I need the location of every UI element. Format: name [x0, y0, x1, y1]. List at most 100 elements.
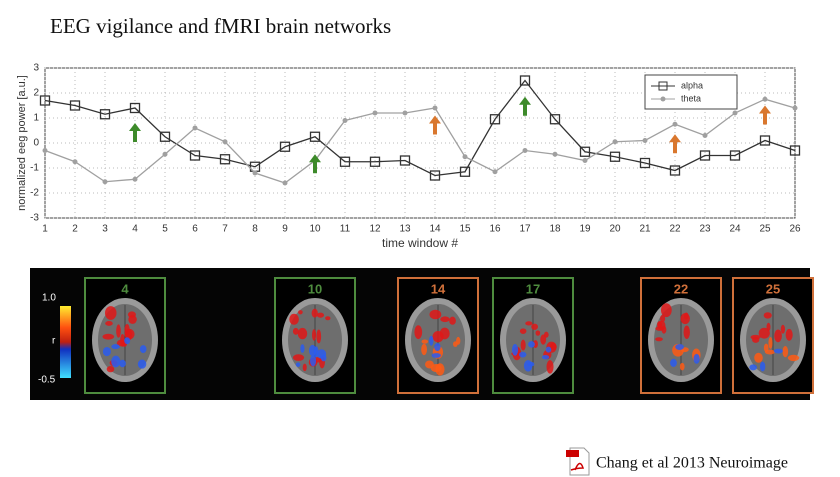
y-tick-label: 3	[33, 63, 39, 74]
arrow	[519, 96, 531, 116]
activation	[520, 339, 526, 351]
deactivation	[434, 342, 441, 352]
point-marker	[39, 95, 51, 106]
deactivation	[693, 353, 700, 364]
deactivation	[124, 337, 131, 345]
activation	[763, 343, 769, 353]
x-tick-label: 14	[429, 224, 441, 235]
activation	[432, 331, 444, 343]
activation	[531, 323, 539, 330]
deactivation	[102, 346, 111, 357]
point-marker	[369, 156, 381, 167]
deactivation	[541, 354, 550, 360]
point-marker	[759, 135, 771, 146]
point-marker	[192, 125, 198, 131]
point-marker	[522, 148, 528, 153]
x-tick-label: 26	[789, 224, 801, 235]
deactivation	[300, 344, 305, 353]
x-tick-label: 15	[459, 224, 471, 235]
point-marker	[459, 166, 471, 177]
x-tick-label: 12	[369, 224, 381, 235]
x-tick-label: 24	[729, 224, 741, 235]
arrow	[759, 105, 771, 125]
deactivation	[139, 345, 147, 354]
slide-title: EEG vigilance and fMRI brain networks	[50, 14, 391, 38]
activation	[449, 316, 456, 325]
activation	[519, 328, 527, 334]
y-axis-label: normalized eeg power [a.u.]	[16, 75, 28, 211]
pdf-icon	[566, 447, 590, 476]
x-tick-label: 20	[609, 224, 621, 235]
legend-marker	[660, 96, 666, 102]
activation	[549, 342, 557, 351]
x-tick-label: 22	[669, 224, 681, 235]
point-marker	[549, 114, 561, 125]
deactivation	[137, 359, 147, 369]
x-tick-label: 23	[699, 224, 711, 235]
activation	[782, 345, 789, 358]
deactivation	[295, 362, 301, 367]
colorbar-bottom: -0.5	[38, 375, 56, 386]
point-marker	[792, 105, 798, 111]
point-marker	[309, 131, 321, 142]
activation	[106, 365, 115, 373]
activation	[774, 329, 782, 343]
activation	[750, 334, 761, 340]
activation	[758, 327, 770, 339]
panel-label: 10	[308, 281, 322, 296]
activation	[421, 343, 428, 356]
deactivation	[511, 343, 519, 356]
activation	[316, 312, 325, 318]
activation	[543, 331, 549, 338]
activation	[311, 308, 318, 318]
panel-label: 25	[766, 281, 780, 296]
x-tick-label: 10	[309, 224, 321, 235]
activation	[785, 328, 793, 341]
x-tick-label: 9	[282, 224, 288, 235]
brain-panel: 14	[397, 277, 479, 394]
y-tick-label: 2	[33, 88, 39, 99]
brain-panel: 22	[640, 277, 722, 394]
panel-label: 17	[526, 281, 540, 296]
activation	[660, 303, 672, 318]
x-tick-label: 7	[222, 224, 228, 235]
activation	[316, 329, 322, 344]
point-marker	[132, 176, 138, 182]
activation	[768, 337, 773, 349]
activation	[302, 363, 307, 372]
point-marker	[702, 133, 708, 138]
deactivation	[518, 351, 527, 358]
deactivation	[545, 346, 552, 353]
point-marker	[492, 169, 498, 175]
y-tick-label: -3	[30, 213, 39, 224]
activation	[787, 354, 800, 362]
point-marker	[42, 148, 48, 153]
panel-label: 4	[121, 281, 129, 296]
point-marker	[432, 105, 438, 111]
point-marker	[582, 158, 588, 163]
legend-box	[644, 74, 738, 110]
arrow	[309, 154, 321, 174]
point-marker	[372, 110, 378, 116]
x-tick-label: 19	[579, 224, 591, 235]
activation	[128, 315, 137, 324]
point-marker	[159, 131, 171, 142]
x-tick-label: 4	[132, 224, 138, 235]
y-tick-label: 1	[33, 113, 39, 124]
point-marker	[789, 145, 801, 156]
activation	[429, 309, 442, 320]
activation	[535, 330, 541, 336]
x-tick-label: 3	[102, 224, 108, 235]
activation	[661, 325, 667, 334]
colorbar	[60, 306, 71, 378]
brain-panel: 25	[732, 277, 814, 394]
brain-panel: 10	[274, 277, 356, 394]
legend: alpha theta	[644, 74, 738, 110]
point-marker	[609, 151, 621, 162]
point-marker	[162, 151, 168, 157]
point-marker	[699, 150, 711, 161]
x-tick-label: 8	[252, 224, 258, 235]
activation	[292, 327, 299, 335]
point-marker	[579, 146, 591, 157]
activation	[289, 313, 299, 325]
